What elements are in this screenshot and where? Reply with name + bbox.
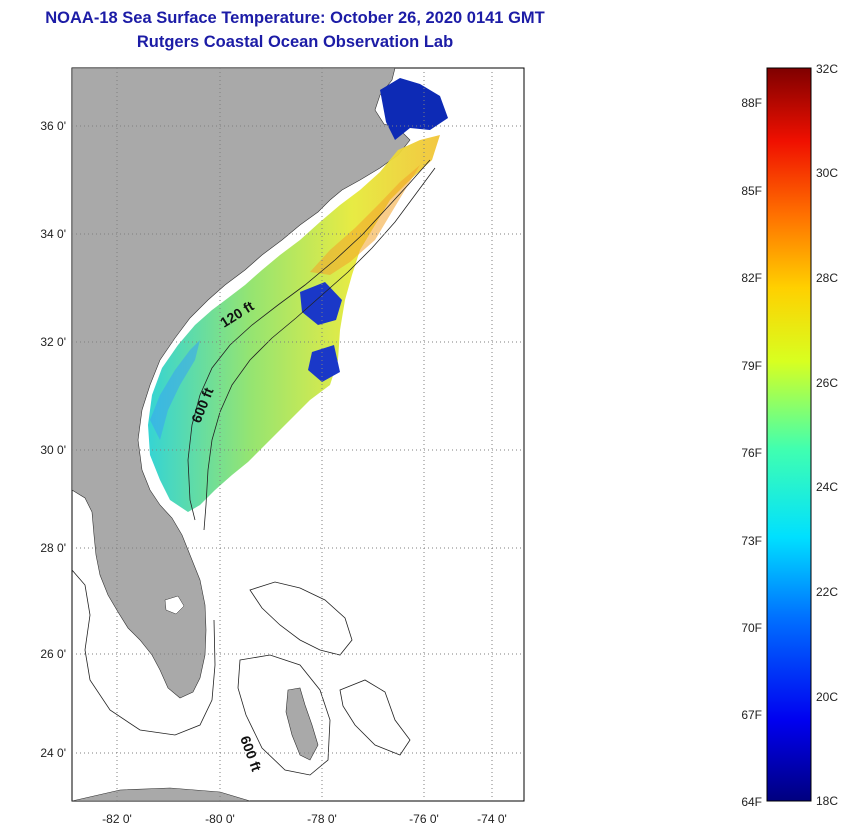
lat-tick-label: 24 0' <box>40 746 66 760</box>
colorbar: 32C 30C 28C 26C 24C 22C 20C 18C 88F 85F … <box>741 62 838 809</box>
colorbar-celsius-label: 20C <box>816 690 838 704</box>
map-subtitle: Rutgers Coastal Ocean Observation Lab <box>136 33 454 51</box>
lon-tick-label: -82 0' <box>102 812 132 826</box>
lat-tick-label: 36 0' <box>40 119 66 133</box>
colorbar-fahrenheit-label: 67F <box>741 708 762 722</box>
florida-shelf-contour <box>72 569 216 736</box>
colorbar-fahrenheit-label: 64F <box>741 795 762 809</box>
lon-tick-label: -76 0' <box>409 812 439 826</box>
lon-tick-label: -74 0' <box>477 812 507 826</box>
colorbar-celsius-label: 18C <box>816 794 838 808</box>
colorbar-celsius-label: 32C <box>816 62 838 76</box>
colorbar-fahrenheit-label: 79F <box>741 359 762 373</box>
lat-tick-label: 26 0' <box>40 647 66 661</box>
isobath-120ft <box>187 159 431 521</box>
colorbar-fahrenheit-label: 88F <box>741 96 762 110</box>
isobath-600ft <box>203 167 436 531</box>
map-layers <box>72 68 448 801</box>
lon-tick-label: -80 0' <box>205 812 235 826</box>
sst-warm-core <box>310 165 420 275</box>
lon-axis: -82 0' -80 0' -78 0' -76 0' -74 0' <box>102 812 507 826</box>
graticule <box>72 68 524 801</box>
land-andros <box>285 687 319 761</box>
lat-tick-label: 28 0' <box>40 541 66 555</box>
land-mainland <box>72 68 411 699</box>
lat-tick-label: 32 0' <box>40 335 66 349</box>
sst-cool-nearshore <box>150 340 200 440</box>
colorbar-celsius-label: 24C <box>816 480 838 494</box>
colorbar-celsius-label: 22C <box>816 585 838 599</box>
colorbar-fahrenheit-label: 70F <box>741 621 762 635</box>
colorbar-fahrenheit-label: 85F <box>741 184 762 198</box>
cloud-patches-north <box>380 78 448 140</box>
bahamas-bank-contour <box>249 581 353 656</box>
colorbar-celsius-label: 26C <box>816 376 838 390</box>
colorbar-celsius-label: 30C <box>816 166 838 180</box>
lon-tick-label: -78 0' <box>307 812 337 826</box>
lat-tick-label: 30 0' <box>40 443 66 457</box>
lat-tick-label: 34 0' <box>40 227 66 241</box>
lat-axis: 36 0' 34 0' 32 0' 30 0' 28 0' 26 0' 24 0… <box>40 119 66 760</box>
cloud-patches-mid <box>300 282 342 325</box>
colorbar-fahrenheit-label: 82F <box>741 271 762 285</box>
colorbar-celsius-label: 28C <box>816 271 838 285</box>
bahamas-bank-contour-2 <box>237 654 331 776</box>
bahamas-bank-contour-3 <box>339 679 411 756</box>
colorbar-gradient <box>766 67 812 802</box>
map-title: NOAA-18 Sea Surface Temperature: October… <box>45 9 545 27</box>
land-bottom-strip <box>72 787 251 801</box>
colorbar-fahrenheit-label: 76F <box>741 446 762 460</box>
land-lake-okeechobee <box>164 595 185 615</box>
cloud-patches-south <box>308 345 340 382</box>
colorbar-fahrenheit-label: 73F <box>741 534 762 548</box>
